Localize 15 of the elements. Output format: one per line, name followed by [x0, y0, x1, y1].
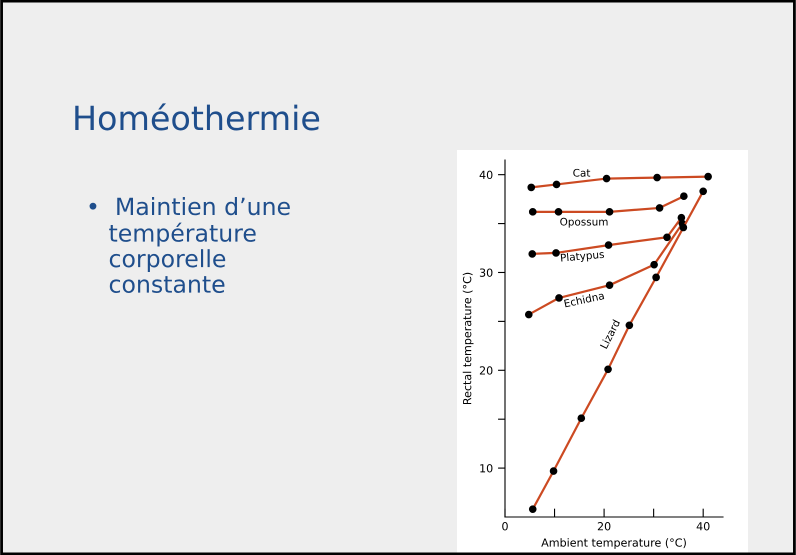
text: Echidna: [564, 291, 604, 308]
series-label: Platypus: [560, 250, 604, 264]
x-tick-label: 0: [502, 522, 508, 530]
x-axis-title: Ambient temperature (°C): [541, 538, 686, 549]
series-label: Opossum: [560, 218, 608, 228]
y-tick-label: 20: [480, 366, 492, 375]
text: Homéothermie: [75, 103, 320, 130]
x-tick-label: 40: [696, 522, 710, 530]
text: • Maintien d’une température corporelle constante: [90, 197, 290, 293]
x-tick-label: 20: [598, 522, 610, 530]
y-tick-label: 10: [480, 464, 492, 472]
series-label: Cat: [573, 168, 590, 177]
y-tick-label: 30: [480, 268, 492, 277]
y-tick-label: 40: [480, 170, 492, 180]
y-axis-title: Rectal temperature (°C): [462, 272, 474, 404]
